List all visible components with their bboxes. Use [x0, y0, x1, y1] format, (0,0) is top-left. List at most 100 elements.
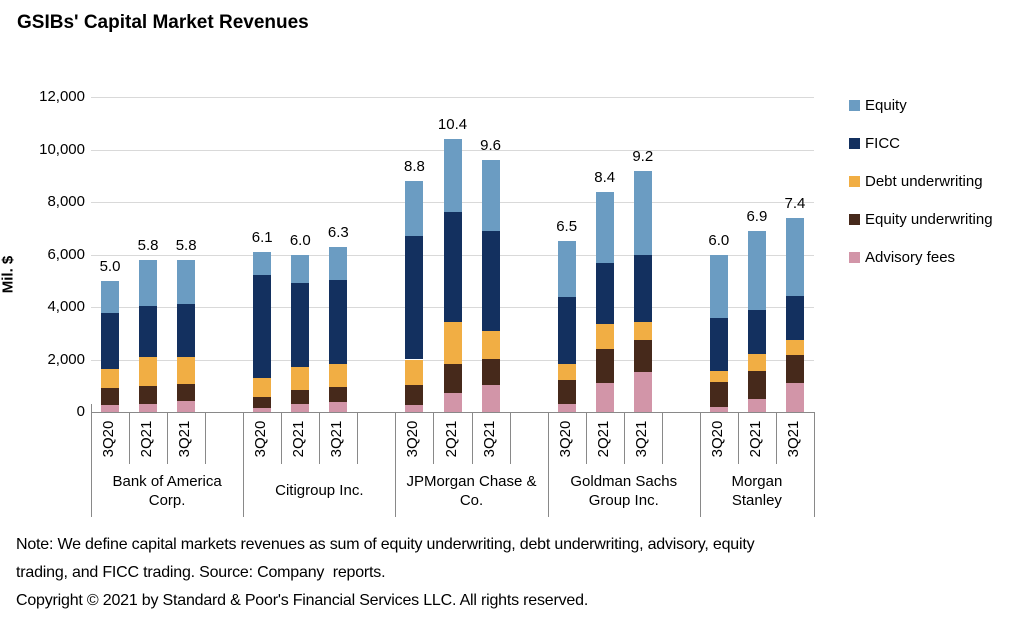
group-label-text: Goldman Sachs Group Inc.: [570, 472, 678, 509]
bar-segment-debt-underwriting: [101, 369, 120, 388]
x-axis-group-label: JPMorgan Chase & Co.: [395, 464, 547, 517]
bar-segment-ficc: [709, 318, 728, 371]
group-boundary-line: [699, 413, 701, 517]
legend-swatch-icon: [849, 99, 860, 111]
bar-segment-advisory-fees: [291, 403, 310, 412]
bar-segment-debt-underwriting: [785, 339, 804, 356]
bar-segment-equity-underwriting: [177, 384, 196, 401]
bar-segment-ficc: [747, 309, 766, 354]
legend: Equity FICC Debt underwriting Equity underw…: [849, 0, 1019, 300]
bar-segment-debt-underwriting: [709, 370, 728, 383]
bar-total-label: 5.8: [175, 236, 197, 254]
x-tick-quarter-label: 3Q21: [328, 420, 346, 457]
bar-segment-ficc: [595, 263, 614, 324]
legend-item-equity: Equity: [849, 96, 907, 114]
bar-segment-ficc: [405, 236, 424, 360]
x-axis-group-label: Citigroup Inc.: [243, 464, 395, 517]
gridline: [91, 97, 814, 98]
bar-segment-equity-underwriting: [633, 340, 652, 373]
group-boundary-line: [91, 404, 92, 517]
bar-segment-ficc: [177, 304, 196, 357]
x-tick-quarter-label: 3Q21: [784, 420, 802, 457]
legend-swatch-icon: [849, 137, 860, 149]
bar-segment-equity-underwriting: [595, 349, 614, 383]
x-tick-quarter-label: 3Q21: [632, 420, 650, 457]
quarter-separator-line: [281, 413, 283, 464]
group-boundary-line: [395, 413, 397, 517]
bar-segment-equity: [405, 181, 424, 237]
legend-label: Debt underwriting: [865, 172, 983, 190]
y-tick-label: 6,000: [47, 245, 85, 263]
quarter-separator-line: [585, 413, 587, 464]
legend-label: FICC: [865, 134, 900, 152]
bar-segment-equity-underwriting: [291, 390, 310, 404]
bar-segment-equity: [481, 160, 500, 232]
x-tick-quarter-label: 3Q20: [252, 420, 270, 457]
bar-total-label: 6.1: [251, 228, 273, 246]
quarter-separator-line: [319, 413, 321, 464]
legend-swatch-icon: [849, 213, 860, 225]
quarter-separator-line: [775, 413, 777, 464]
bar-segment-equity-underwriting: [747, 370, 766, 400]
bar-segment-advisory-fees: [633, 372, 652, 412]
x-tick-quarter-label: 3Q20: [100, 420, 118, 457]
bar-segment-equity: [633, 170, 652, 255]
bar-segment-equity-underwriting: [481, 359, 500, 386]
bar-segment-advisory-fees: [139, 404, 158, 412]
x-tick-quarter-label: 2Q21: [138, 420, 156, 457]
bar-segment-advisory-fees: [481, 385, 500, 412]
bar-total-label: 5.0: [99, 257, 121, 275]
bar-segment-advisory-fees: [177, 400, 196, 412]
legend-label: Equity underwriting: [865, 210, 993, 228]
bar-segment-ficc: [633, 254, 652, 322]
bar-total-label: 6.0: [289, 231, 311, 249]
bar-segment-debt-underwriting: [405, 359, 424, 385]
y-tick-label: 8,000: [47, 193, 85, 210]
bar-segment-advisory-fees: [101, 405, 120, 412]
quarter-separator-line: [129, 413, 131, 464]
quarter-separator-line: [167, 413, 169, 464]
group-boundary-line: [547, 413, 549, 517]
bar-segment-debt-underwriting: [443, 321, 462, 365]
bar-segment-advisory-fees: [557, 403, 576, 412]
bar-total-label: 5.8: [137, 236, 159, 254]
bar-total-label: 6.9: [746, 207, 768, 225]
bar-total-label: 7.4: [784, 194, 806, 212]
x-axis-line: [91, 412, 815, 413]
bar-segment-equity-underwriting: [405, 384, 424, 406]
bar-segment-debt-underwriting: [595, 323, 614, 350]
quarter-separator-line: [205, 413, 207, 464]
bar-segment-equity-underwriting: [709, 382, 728, 407]
quarter-separator-line: [623, 413, 625, 464]
group-boundary-line: [814, 413, 815, 517]
group-label-text: Morgan Stanley: [731, 472, 783, 509]
bar-segment-equity: [101, 280, 120, 314]
bar-segment-equity: [177, 259, 196, 305]
y-tick-label: 0: [76, 403, 85, 420]
bar-segment-equity: [785, 217, 804, 297]
bar-total-label: 6.5: [556, 218, 578, 236]
footnote-block: Note: We define capital markets revenues…: [16, 531, 1006, 615]
copyright-line: Copyright © 2021 by Standard & Poor's Fi…: [16, 592, 589, 609]
x-tick-quarter-label: 3Q21: [176, 420, 194, 457]
group-label-text: Bank of America Corp.: [112, 472, 222, 509]
quarter-separator-line: [661, 413, 663, 464]
legend-swatch-icon: [849, 251, 860, 263]
group-boundary-line: [243, 413, 245, 517]
bar-segment-ficc: [139, 305, 158, 358]
bar-segment-equity: [253, 251, 272, 276]
bar-total-label: 9.2: [632, 147, 654, 165]
legend-item-debt-underwriting: Debt underwriting: [849, 172, 983, 190]
legend-item-equity-underwriting: Equity underwriting: [849, 210, 993, 228]
legend-item-ficc: FICC: [849, 134, 900, 152]
bar-total-label: 10.4: [437, 116, 468, 133]
bar-segment-advisory-fees: [443, 393, 462, 412]
x-tick-quarter-label: 3Q20: [556, 420, 574, 457]
bar-segment-equity-underwriting: [139, 386, 158, 405]
group-label-text: JPMorgan Chase & Co.: [406, 472, 537, 509]
bar-segment-debt-underwriting: [253, 378, 272, 398]
bar-segment-debt-underwriting: [329, 364, 348, 388]
bar-segment-advisory-fees: [785, 382, 804, 412]
